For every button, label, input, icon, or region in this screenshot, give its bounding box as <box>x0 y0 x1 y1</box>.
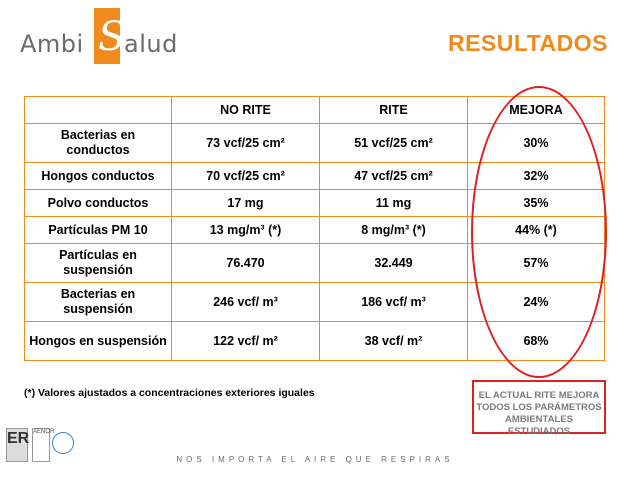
row-label: Partículas PM 10 <box>24 216 172 244</box>
cell-rite: 51 vcf/25 cm² <box>319 123 468 163</box>
header-rite: RITE <box>319 96 468 124</box>
er-certification-logo: ER <box>6 428 30 462</box>
brand-logo: Ambi S alud <box>20 8 190 68</box>
brand-s-block <box>94 8 120 64</box>
cell-no-rite: 246 vcf/ m³ <box>171 282 320 322</box>
conclusion-box: EL ACTUAL RITE MEJORA TODOS LOS PARÁMETR… <box>472 380 606 437</box>
header-blank <box>24 96 172 124</box>
cell-no-rite: 17 mg <box>171 189 320 217</box>
brand-s-glyph: S <box>98 14 126 60</box>
cell-rite: 186 vcf/ m³ <box>319 282 468 322</box>
cell-no-rite: 76.470 <box>171 243 320 283</box>
cell-rite: 11 mg <box>319 189 468 217</box>
cell-rite: 32.449 <box>319 243 468 283</box>
header-no-rite: NO RITE <box>171 96 320 124</box>
cell-no-rite: 73 vcf/25 cm² <box>171 123 320 163</box>
tagline: NOS IMPORTA EL AIRE QUE RESPIRAS <box>176 455 454 464</box>
cell-rite: 8 mg/m³ (*) <box>319 216 468 244</box>
brand-name-part1: Ambi <box>20 30 84 58</box>
row-label: Hongos en suspensión <box>24 321 172 361</box>
page-title: RESULTADOS <box>447 30 608 56</box>
brand-name-part2: alud <box>124 30 178 58</box>
aenor-cert-text: AENOR <box>33 429 55 435</box>
row-label: Bacterias en suspensión <box>24 282 172 322</box>
highlight-oval <box>471 86 607 378</box>
cell-no-rite: 70 vcf/25 cm² <box>171 162 320 190</box>
row-label: Polvo conductos <box>24 189 172 217</box>
cell-no-rite: 13 mg/m³ (*) <box>171 216 320 244</box>
row-label: Bacterias en conductos <box>24 123 172 163</box>
aenor-certification-logo: AENOR <box>32 428 55 462</box>
footnote: (*) Valores ajustados a concentraciones … <box>24 387 315 399</box>
cell-no-rite: 122 vcf/ m² <box>171 321 320 361</box>
row-label: Partículas en suspensión <box>24 243 172 283</box>
er-cert-text: ER <box>7 430 30 447</box>
row-label: Hongos conductos <box>24 162 172 190</box>
cell-rite: 47 vcf/25 cm² <box>319 162 468 190</box>
cell-rite: 38 vcf/ m² <box>319 321 468 361</box>
round-certification-seal <box>52 432 74 454</box>
